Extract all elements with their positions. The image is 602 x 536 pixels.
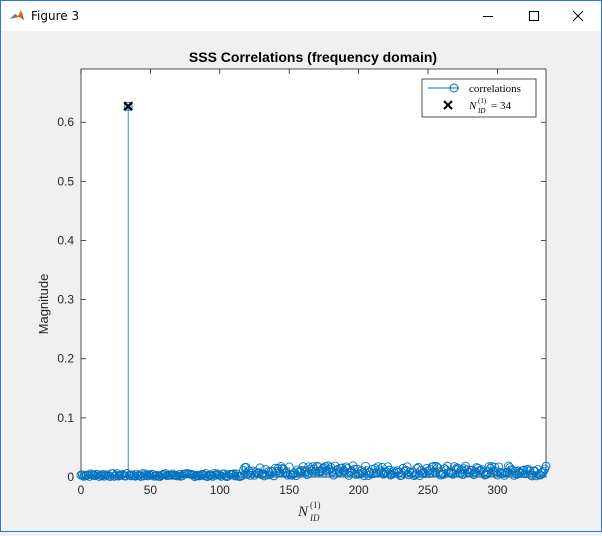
- stem-point: [123, 101, 133, 111]
- stem-point: [287, 470, 297, 480]
- minimize-icon: [483, 16, 493, 17]
- stem-point: [141, 470, 151, 480]
- stem-point: [273, 463, 283, 473]
- legend-correlations-label: correlations: [469, 83, 521, 95]
- x-tick-label: 200: [349, 483, 369, 497]
- legend-detected-rest: = 34: [491, 100, 511, 112]
- detected-peak-marker: [123, 101, 134, 112]
- stem-point: [252, 469, 262, 478]
- y-tick-label: 0.1: [57, 411, 74, 425]
- stem-point: [452, 463, 462, 473]
- detected-x-stroke: [123, 101, 134, 112]
- x-axis-label: N (1) ID: [297, 500, 321, 523]
- y-tick-label: 0.2: [57, 352, 74, 366]
- chart-title: SSS Correlations (frequency domain): [189, 49, 437, 65]
- stem-point: [413, 462, 423, 472]
- legend-detected-sup: (1): [478, 97, 487, 105]
- x-tick-label: 250: [418, 483, 438, 497]
- stem-point: [204, 471, 214, 480]
- stem-point: [112, 469, 122, 479]
- stem-point: [330, 461, 340, 471]
- matlab-icon: [10, 10, 24, 20]
- stem-point: [86, 469, 96, 479]
- stem-point: [523, 464, 533, 474]
- stem-point: [376, 467, 386, 477]
- stem-point: [255, 463, 265, 473]
- legend-correlations-marker: [449, 83, 459, 93]
- stem-point: [318, 464, 327, 474]
- x-tick-label: 50: [144, 483, 158, 497]
- chart: 0 50 100 150 200 250 300 0 0.1 0.2 0.3 0.4 0.5 0.6 SS…: [36, 49, 551, 523]
- y-tick-label: 0.6: [57, 115, 74, 129]
- stem-point: [442, 461, 452, 471]
- stem-point: [524, 466, 534, 476]
- y-axis-label: Magnitude: [36, 274, 51, 335]
- window-title: Figure 3: [31, 9, 80, 23]
- stem-point: [406, 469, 416, 479]
- legend-detected-label: N (1) ID = 34: [468, 97, 511, 115]
- stem-point: [161, 469, 171, 479]
- stem-point: [465, 468, 475, 477]
- stem-point: [230, 471, 240, 481]
- legend-x-marker: [443, 100, 453, 110]
- stem-point: [422, 464, 432, 473]
- maximize-button[interactable]: [511, 1, 557, 31]
- minimize-button[interactable]: [465, 1, 511, 31]
- stem-point: [151, 471, 161, 481]
- maximize-icon: [529, 11, 539, 21]
- plot-box: [80, 68, 547, 478]
- legend-detected-main: N: [468, 100, 477, 112]
- x-axis-label-sub: ID: [309, 513, 320, 523]
- x-tick-label: 100: [210, 483, 230, 497]
- y-tick-label: 0.5: [57, 174, 74, 188]
- stem-point: [108, 469, 118, 478]
- stem-point: [538, 467, 548, 476]
- x-tick-label: 300: [487, 483, 507, 497]
- stem-point: [506, 465, 516, 475]
- y-tick-label: 0: [67, 470, 74, 484]
- close-icon: [572, 10, 584, 22]
- stem-point: [137, 469, 147, 479]
- legend[interactable]: correlations N (1) ID = 34: [421, 78, 537, 118]
- close-button[interactable]: [555, 1, 601, 31]
- stem-point: [244, 466, 254, 476]
- stem-point: [429, 461, 439, 471]
- legend-box: [421, 78, 537, 118]
- stem-point: [258, 469, 268, 479]
- x-tick-label: 0: [78, 483, 85, 497]
- stem-point: [232, 469, 241, 479]
- stem-point: [494, 462, 504, 472]
- stem-point: [122, 469, 132, 478]
- figure-canvas: 0 50 100 150 200 250 300 0 0.1 0.2 0.3 0.4 0.5 0.6 SS…: [1, 32, 601, 531]
- title-bar[interactable]: Figure 3: [1, 1, 601, 31]
- stem-point: [279, 464, 289, 474]
- x-axis-label-main: N: [297, 504, 309, 520]
- legend-detected-sub: ID: [477, 107, 485, 115]
- y-tick-label: 0.4: [57, 233, 74, 247]
- x-tick-label: 150: [279, 483, 299, 497]
- y-tick-label: 0.3: [57, 293, 74, 307]
- x-axis-label-sup: (1): [310, 500, 321, 510]
- stem-point: [431, 461, 441, 471]
- stem-point: [541, 461, 551, 471]
- stem-point: [297, 465, 307, 475]
- stem-point: [293, 465, 302, 475]
- stem-point: [265, 470, 275, 480]
- stem-point: [441, 465, 451, 475]
